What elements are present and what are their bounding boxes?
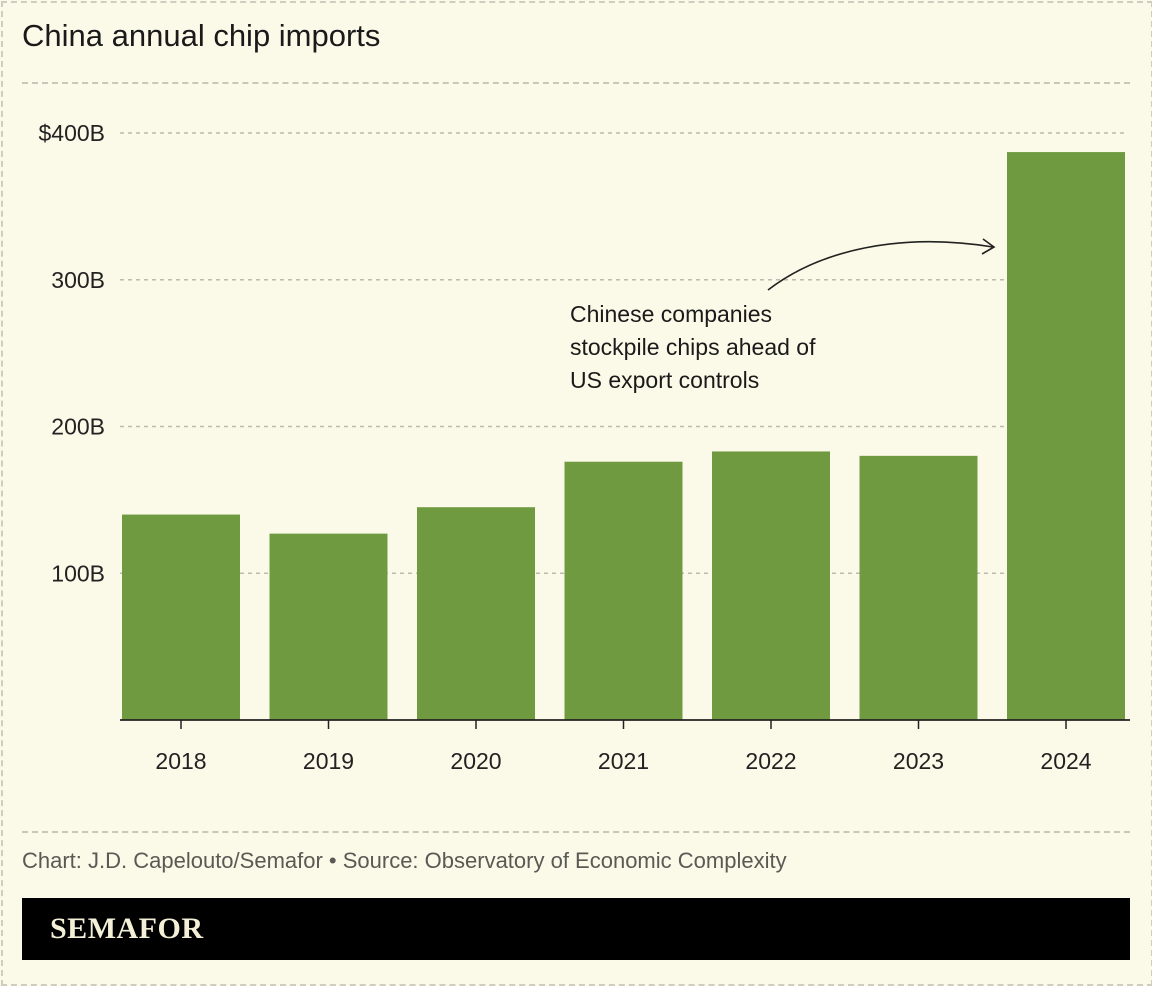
bar-2020 [417,507,535,720]
bar-2019 [269,533,388,720]
divider-top [22,82,1130,84]
arrowhead-icon [981,238,996,255]
brand-bar: SEMAFOR [22,898,1130,960]
semafor-logo: SEMAFOR [50,912,204,945]
y-tick-label: 200B [51,414,105,440]
annotation-arrow [767,240,994,291]
chart-title: China annual chip imports [22,18,381,53]
x-tick-label: 2020 [450,748,501,774]
bar-2023 [859,455,978,720]
annotation-text: stockpile chips ahead of [570,334,816,360]
x-tick-label: 2024 [1040,748,1091,774]
y-tick-label: 100B [51,560,105,586]
x-tick-label: 2022 [745,748,796,774]
x-tick-label: 2018 [155,748,206,774]
bar-2022 [712,451,830,720]
x-tick-label: 2019 [303,748,354,774]
x-tick-label: 2021 [598,748,649,774]
annotation-text: Chinese companies [570,301,772,327]
divider-bottom [22,831,1130,833]
x-tick-label: 2023 [893,748,944,774]
y-tick-label: $400B [38,120,105,146]
source-credit: Chart: J.D. Capelouto/Semafor • Source: … [22,848,787,873]
bar-2024 [1007,152,1125,720]
annotation-text: US export controls [570,367,759,393]
y-tick-label: 300B [51,267,105,293]
bar-2018 [122,514,240,720]
bar-2021 [564,461,683,720]
